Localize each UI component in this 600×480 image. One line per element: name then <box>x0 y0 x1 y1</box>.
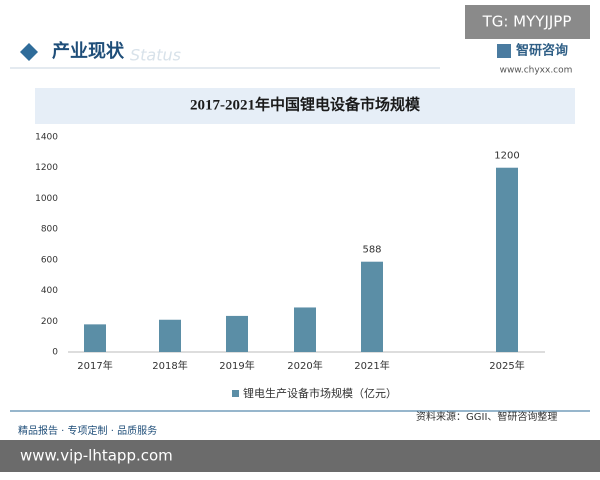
section-watermark: Status <box>130 46 181 65</box>
brand: 智研咨询 <box>516 43 568 59</box>
y-tick-label: 800 <box>41 225 58 235</box>
bar <box>84 324 106 352</box>
site: www.chyxx.com <box>500 66 573 76</box>
title-band <box>35 88 575 124</box>
x-tick-label: 2018年 <box>152 359 187 372</box>
y-tick-label: 0 <box>52 348 58 358</box>
bar <box>294 307 316 352</box>
badge-text: TG: MYYJJPP <box>482 13 572 31</box>
bar <box>361 261 383 352</box>
bar <box>159 319 181 352</box>
bar <box>496 167 518 352</box>
data-label: 1200 <box>494 151 519 162</box>
brand-logo <box>497 44 511 58</box>
bar <box>226 315 248 352</box>
legend-swatch <box>232 390 239 397</box>
header-icon <box>20 43 38 61</box>
y-tick-label: 200 <box>41 317 58 327</box>
chart-title: 2017-2021年中国锂电设备市场规模 <box>190 95 421 113</box>
y-tick-label: 1000 <box>35 194 58 204</box>
y-tick-label: 600 <box>41 255 58 265</box>
x-tick-label: 2025年 <box>489 359 524 372</box>
badge <box>465 5 590 39</box>
y-tick-label: 1200 <box>35 163 58 173</box>
section-title: 产业现状 <box>52 40 125 62</box>
data-label: 588 <box>362 245 381 256</box>
slogan: 精品报告 · 专项定制 · 品质服务 <box>18 424 157 437</box>
url-band <box>0 440 600 472</box>
y-tick-label: 1400 <box>35 133 58 143</box>
x-tick-label: 2020年 <box>287 359 322 372</box>
legend-label: 锂电生产设备市场规模（亿元） <box>243 386 397 400</box>
y-tick-label: 400 <box>41 286 58 296</box>
source: 资料来源：GGII、智研咨询整理 <box>416 410 557 423</box>
plot: 0 200 400 600 800 1000 1200 1400 588 1200 2017年 201… <box>35 133 545 372</box>
x-tick-label: 2021年 <box>354 359 389 372</box>
x-tick-label: 2017年 <box>77 359 112 372</box>
x-tick-label: 2019年 <box>219 359 254 372</box>
url: www.vip-lhtapp.com <box>20 447 173 465</box>
